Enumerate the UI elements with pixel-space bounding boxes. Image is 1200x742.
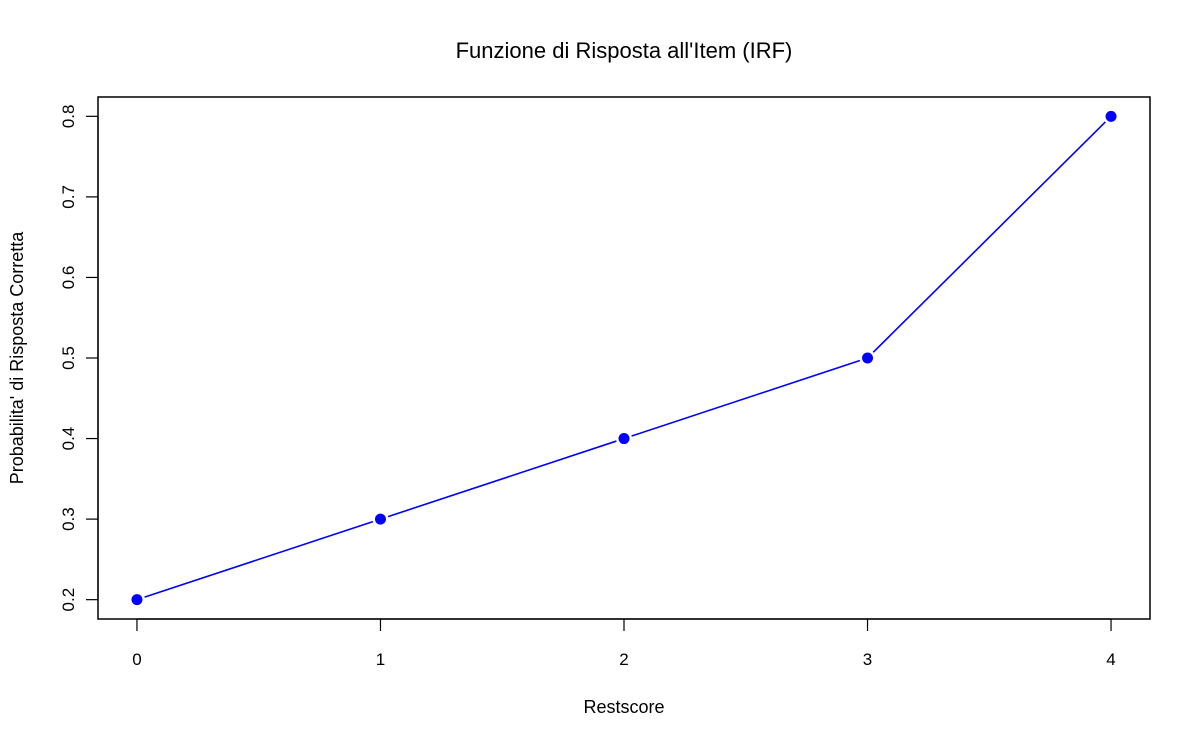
series-line-segment	[631, 359, 861, 437]
data-point	[1105, 110, 1117, 122]
x-axis: 0 1 2 3 4	[132, 618, 1116, 669]
x-axis-label: Restscore	[583, 697, 664, 717]
y-axis: 0.2 0.3 0.4 0.5 0.6 0.7 0.8	[59, 105, 99, 612]
x-tick-label: 1	[376, 650, 385, 669]
y-axis-label: Probabilita' di Risposta Corretta	[7, 231, 27, 485]
y-tick-label: 0.5	[59, 346, 78, 370]
chart-title: Funzione di Risposta all'Item (IRF)	[456, 38, 793, 63]
data-point	[131, 594, 143, 606]
data-point	[374, 513, 386, 525]
y-tick-label: 0.2	[59, 588, 78, 612]
y-tick-label: 0.7	[59, 185, 78, 209]
y-tick-label: 0.4	[59, 427, 78, 451]
x-tick-label: 3	[863, 650, 872, 669]
y-tick-label: 0.8	[59, 105, 78, 129]
y-tick-label: 0.3	[59, 507, 78, 531]
x-tick-label: 0	[132, 650, 141, 669]
series-line-segment	[144, 520, 374, 598]
x-tick-label: 4	[1106, 650, 1115, 669]
series-line-segment	[387, 440, 617, 518]
data-point	[618, 433, 630, 445]
x-tick-label: 2	[619, 650, 628, 669]
data-point	[862, 352, 874, 364]
series-layer	[131, 110, 1117, 606]
series-line-segment	[872, 121, 1106, 353]
y-tick-label: 0.6	[59, 266, 78, 290]
plot-area-frame	[97, 96, 1151, 620]
